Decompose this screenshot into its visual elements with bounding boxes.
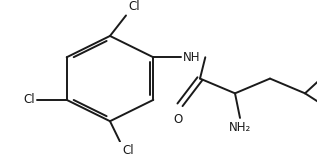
Text: Cl: Cl: [128, 0, 139, 13]
Text: O: O: [173, 113, 183, 126]
Text: Cl: Cl: [122, 144, 134, 157]
Text: NH₂: NH₂: [229, 121, 251, 134]
Text: Cl: Cl: [23, 93, 35, 106]
Text: NH: NH: [183, 51, 201, 64]
